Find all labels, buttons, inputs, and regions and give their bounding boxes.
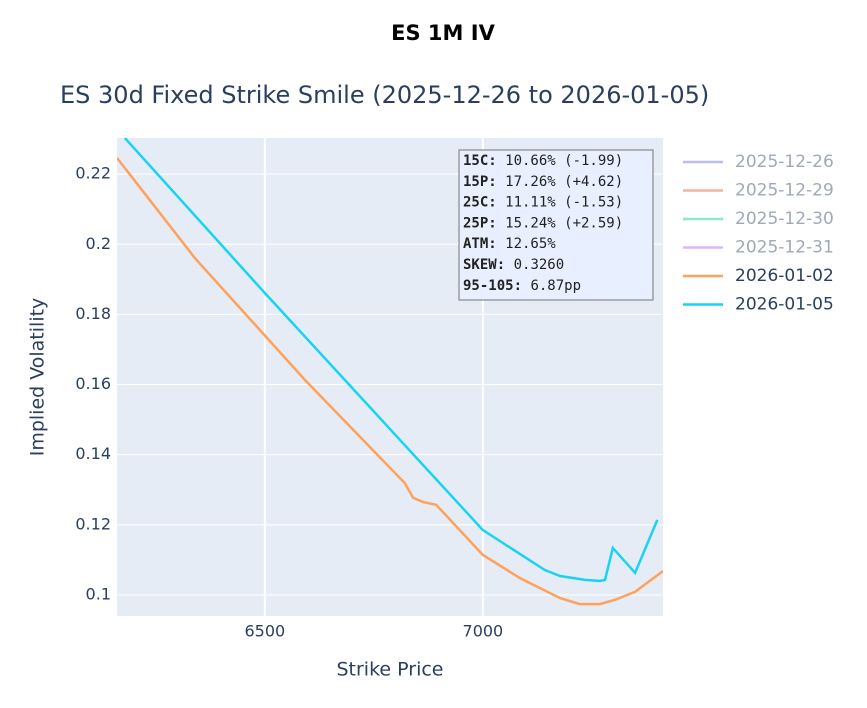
legend-label: 2025-12-26 xyxy=(735,152,834,172)
legend-item[interactable]: 2025-12-26 xyxy=(683,152,834,172)
annotation-value: 10.66% (-1.99) xyxy=(497,153,623,169)
annotation-value: 0.3260 xyxy=(505,257,564,273)
annotation-key: ATM: xyxy=(463,236,497,252)
annotation-key: 95-105: xyxy=(463,278,522,294)
series-line xyxy=(123,138,659,583)
annotation-line: 95-105: 6.87pp xyxy=(463,278,581,294)
annotation-value: 11.11% (-1.53) xyxy=(497,195,623,211)
legend-label: 2025-12-31 xyxy=(735,238,834,258)
x-tick-label: 6500 xyxy=(244,622,285,641)
annotation-key: 15C: xyxy=(463,153,497,169)
annotation-key: 25P: xyxy=(463,215,497,231)
annotation-box xyxy=(458,149,654,301)
legend-label: 2026-01-02 xyxy=(735,266,834,286)
y-tick-label: 0.16 xyxy=(75,374,111,393)
chart-title: ES 30d Fixed Strike Smile (2025-12-26 to… xyxy=(60,81,709,109)
annotation-value: 12.65% xyxy=(497,236,557,252)
x-axis-label: Strike Price xyxy=(336,659,443,681)
annotation-line: ATM: 12.65% xyxy=(463,236,556,252)
annotation-key: 25C: xyxy=(463,195,497,211)
annotation-key: SKEW: xyxy=(463,257,505,273)
y-tick-label: 0.18 xyxy=(75,304,111,323)
annotation-line: SKEW: 0.3260 xyxy=(463,257,564,273)
annotation-line: 15C: 10.66% (-1.99) xyxy=(463,153,623,169)
y-axis-label: Implied Volatility xyxy=(27,298,49,457)
legend-label: 2025-12-30 xyxy=(735,209,834,229)
legend-label: 2025-12-29 xyxy=(735,181,834,201)
legend-item[interactable]: 2025-12-31 xyxy=(683,238,834,258)
annotation-value: 6.87pp xyxy=(522,278,581,294)
y-tick-label: 0.1 xyxy=(86,584,111,603)
legend-item[interactable]: 2026-01-02 xyxy=(683,266,834,286)
y-tick-label: 0.14 xyxy=(75,444,111,463)
y-tick-label: 0.22 xyxy=(75,164,111,183)
annotation-line: 25P: 15.24% (+2.59) xyxy=(463,215,623,231)
annotation-value: 17.26% (+4.62) xyxy=(497,174,623,190)
annotation-value: 15.24% (+2.59) xyxy=(497,215,623,231)
annotation-line: 15P: 17.26% (+4.62) xyxy=(463,174,623,190)
series-line xyxy=(117,157,663,606)
legend-item[interactable]: 2025-12-29 xyxy=(683,181,834,201)
y-tick-label: 0.12 xyxy=(75,514,111,533)
legend-item[interactable]: 2026-01-05 xyxy=(683,295,834,315)
annotation-key: 15P: xyxy=(463,174,497,190)
y-tick-label: 0.2 xyxy=(86,234,111,253)
legend-label: 2026-01-05 xyxy=(735,295,834,315)
annotation-line: 25C: 11.11% (-1.53) xyxy=(463,195,623,211)
x-tick-label: 7000 xyxy=(463,622,504,641)
legend-item[interactable]: 2025-12-30 xyxy=(683,209,834,229)
page-title: ES 1M IV xyxy=(391,21,495,45)
